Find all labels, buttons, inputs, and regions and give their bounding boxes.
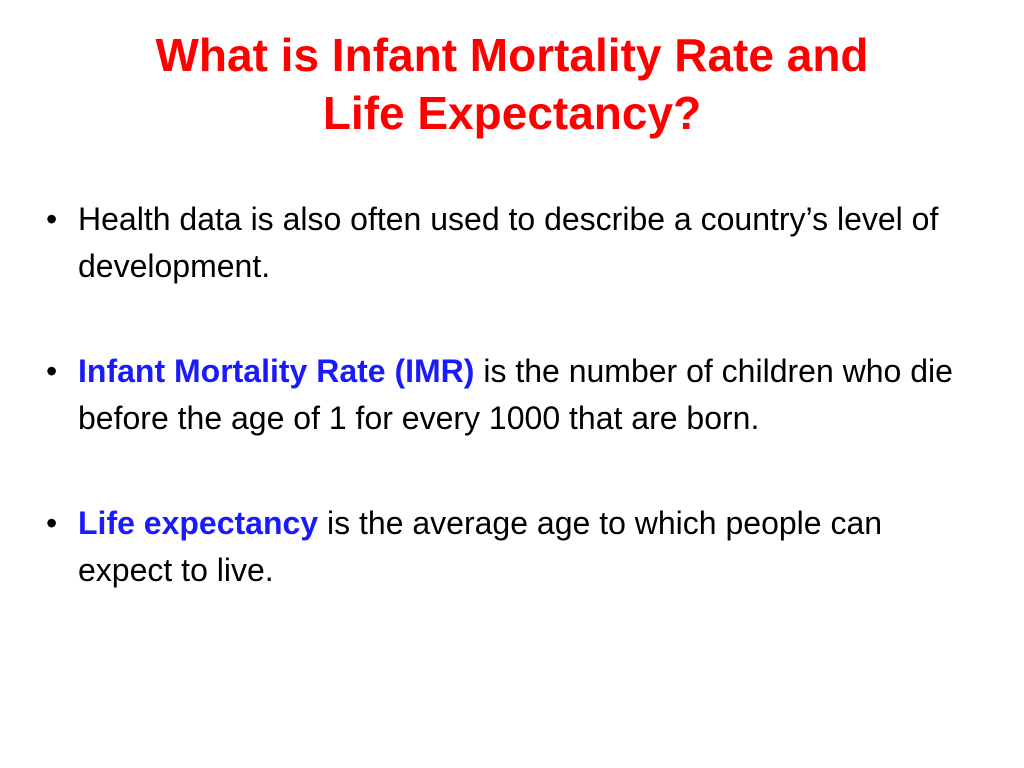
bullet-text: Health data is also often used to descri… xyxy=(78,201,939,284)
slide-title-line-1: What is Infant Mortality Rate and xyxy=(155,29,869,81)
bullet-item-life-expectancy: • Life expectancy is the average age to … xyxy=(44,500,974,594)
bullet-list: • Health data is also often used to desc… xyxy=(44,196,974,652)
bullet-term: Life expectancy xyxy=(78,505,319,541)
bullet-item-health-data: • Health data is also often used to desc… xyxy=(44,196,974,290)
bullet-text: is the average age to which people can e… xyxy=(78,505,883,588)
bullet-dot-icon: • xyxy=(46,201,58,237)
bullet-term: Infant Mortality Rate (IMR) xyxy=(78,353,475,389)
slide-title-line-2: Life Expectancy? xyxy=(322,87,702,139)
bullet-item-imr: • Infant Mortality Rate (IMR) is the num… xyxy=(44,348,974,442)
bullet-dot-icon: • xyxy=(46,353,58,389)
bullet-dot-icon: • xyxy=(46,505,58,541)
slide-title: What is Infant Mortality Rate and Life E… xyxy=(60,26,964,142)
bullet-text: is the number of children who die before… xyxy=(78,353,953,436)
